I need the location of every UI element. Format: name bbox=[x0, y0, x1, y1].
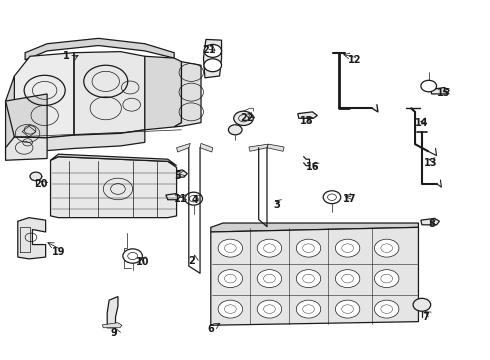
Text: 12: 12 bbox=[348, 55, 362, 65]
Circle shape bbox=[335, 300, 360, 318]
Polygon shape bbox=[168, 170, 187, 177]
Polygon shape bbox=[107, 297, 118, 328]
Polygon shape bbox=[5, 137, 47, 160]
Text: 11: 11 bbox=[174, 194, 187, 204]
Polygon shape bbox=[166, 194, 180, 200]
Polygon shape bbox=[200, 143, 213, 152]
Circle shape bbox=[296, 300, 321, 318]
Circle shape bbox=[374, 270, 399, 288]
Polygon shape bbox=[18, 218, 46, 259]
Text: 9: 9 bbox=[111, 328, 118, 338]
Circle shape bbox=[421, 80, 437, 92]
Polygon shape bbox=[211, 223, 418, 232]
Text: 17: 17 bbox=[343, 194, 357, 204]
Polygon shape bbox=[50, 157, 176, 218]
Circle shape bbox=[335, 270, 360, 288]
Circle shape bbox=[335, 239, 360, 257]
Circle shape bbox=[296, 270, 321, 288]
Polygon shape bbox=[203, 40, 221, 78]
Text: 2: 2 bbox=[188, 256, 195, 266]
Circle shape bbox=[323, 191, 341, 204]
Polygon shape bbox=[74, 51, 145, 135]
Text: 19: 19 bbox=[51, 247, 65, 257]
Text: 21: 21 bbox=[202, 45, 216, 55]
Circle shape bbox=[374, 239, 399, 257]
Polygon shape bbox=[14, 130, 145, 150]
Polygon shape bbox=[421, 219, 440, 225]
Circle shape bbox=[123, 249, 143, 263]
Text: 20: 20 bbox=[34, 179, 48, 189]
Circle shape bbox=[30, 172, 42, 181]
Circle shape bbox=[218, 239, 243, 257]
Polygon shape bbox=[14, 53, 74, 138]
Text: 6: 6 bbox=[207, 324, 214, 334]
Text: 18: 18 bbox=[300, 116, 314, 126]
Text: 14: 14 bbox=[415, 118, 429, 128]
Text: 13: 13 bbox=[424, 158, 438, 168]
Polygon shape bbox=[50, 154, 176, 166]
Circle shape bbox=[296, 239, 321, 257]
Circle shape bbox=[218, 270, 243, 288]
Circle shape bbox=[228, 125, 242, 135]
Text: 15: 15 bbox=[437, 88, 450, 98]
Circle shape bbox=[257, 270, 282, 288]
Text: 3: 3 bbox=[273, 200, 280, 210]
Text: 10: 10 bbox=[136, 257, 149, 267]
Text: 7: 7 bbox=[422, 312, 429, 322]
Polygon shape bbox=[249, 144, 269, 151]
Polygon shape bbox=[5, 76, 14, 160]
Polygon shape bbox=[25, 39, 174, 60]
Polygon shape bbox=[176, 143, 190, 152]
Circle shape bbox=[234, 111, 253, 126]
Text: 5: 5 bbox=[174, 171, 181, 181]
Text: 8: 8 bbox=[428, 219, 435, 229]
Polygon shape bbox=[30, 174, 42, 179]
Polygon shape bbox=[102, 323, 122, 328]
Circle shape bbox=[257, 239, 282, 257]
Polygon shape bbox=[145, 56, 181, 130]
Text: 16: 16 bbox=[306, 162, 319, 172]
Polygon shape bbox=[267, 144, 284, 151]
Polygon shape bbox=[174, 62, 201, 127]
Circle shape bbox=[204, 59, 221, 72]
Circle shape bbox=[257, 300, 282, 318]
Polygon shape bbox=[298, 112, 318, 118]
Circle shape bbox=[218, 300, 243, 318]
Text: 22: 22 bbox=[241, 113, 254, 123]
Polygon shape bbox=[431, 87, 449, 94]
Circle shape bbox=[185, 192, 202, 205]
Text: 4: 4 bbox=[192, 195, 198, 205]
Polygon shape bbox=[211, 227, 418, 325]
Text: 1: 1 bbox=[63, 51, 70, 61]
Circle shape bbox=[413, 298, 431, 311]
Circle shape bbox=[374, 300, 399, 318]
Circle shape bbox=[204, 44, 221, 57]
Polygon shape bbox=[5, 94, 47, 138]
